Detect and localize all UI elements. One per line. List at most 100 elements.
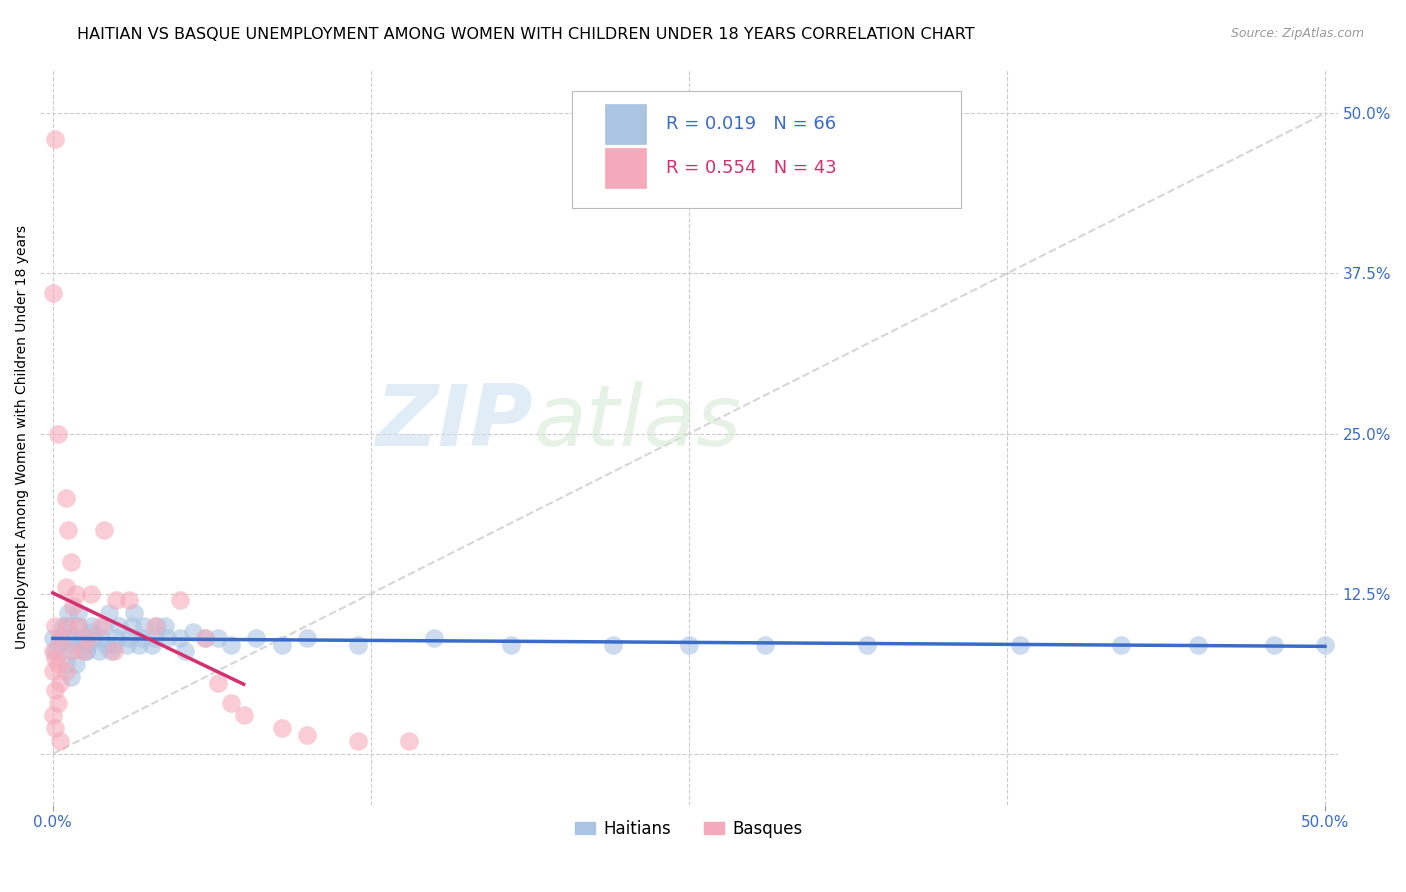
Point: [121, 618, 143, 632]
Point: [423, 632, 446, 646]
Point: [122, 606, 145, 620]
Point: [42, 632, 65, 646]
Point: [59, 644, 82, 658]
Point: [499, 638, 522, 652]
Point: [1187, 638, 1209, 652]
Point: [67, 618, 90, 632]
Point: [44, 650, 66, 665]
Text: Source: ZipAtlas.com: Source: ZipAtlas.com: [1230, 27, 1364, 40]
Point: [44, 682, 66, 697]
Text: ZIP: ZIP: [375, 381, 533, 464]
Point: [44, 132, 66, 146]
Point: [72, 644, 94, 658]
Text: HAITIAN VS BASQUE UNEMPLOYMENT AMONG WOMEN WITH CHILDREN UNDER 18 YEARS CORRELAT: HAITIAN VS BASQUE UNEMPLOYMENT AMONG WOM…: [77, 27, 974, 42]
Point: [143, 632, 166, 646]
FancyBboxPatch shape: [605, 103, 645, 144]
Point: [1313, 638, 1336, 652]
Y-axis label: Unemployment Among Women with Children Under 18 years: Unemployment Among Women with Children U…: [15, 225, 30, 648]
Point: [90, 632, 112, 646]
Point: [44, 618, 66, 632]
Point: [96, 638, 118, 652]
Point: [270, 721, 292, 735]
Point: [67, 618, 90, 632]
Point: [156, 632, 179, 646]
Point: [80, 587, 103, 601]
Point: [1008, 638, 1031, 652]
Point: [83, 632, 105, 646]
Point: [65, 657, 87, 672]
Point: [65, 632, 87, 646]
Point: [49, 676, 72, 690]
Point: [103, 644, 125, 658]
Point: [56, 632, 79, 646]
Point: [59, 644, 82, 658]
Point: [49, 734, 72, 748]
Point: [103, 638, 125, 652]
Point: [143, 618, 166, 632]
FancyBboxPatch shape: [605, 148, 645, 188]
Point: [69, 632, 91, 646]
Point: [42, 285, 65, 300]
Point: [93, 618, 115, 632]
Point: [115, 638, 138, 652]
Point: [153, 618, 176, 632]
Point: [72, 638, 94, 652]
Point: [118, 593, 141, 607]
Point: [194, 632, 217, 646]
Point: [297, 632, 319, 646]
Point: [49, 632, 72, 646]
Text: R = 0.554   N = 43: R = 0.554 N = 43: [665, 159, 837, 177]
FancyBboxPatch shape: [572, 91, 962, 209]
Point: [62, 638, 84, 652]
Point: [347, 734, 370, 748]
Point: [232, 708, 254, 723]
Point: [46, 426, 69, 441]
Point: [56, 618, 79, 632]
Point: [42, 644, 65, 658]
Point: [44, 721, 66, 735]
Point: [55, 618, 77, 632]
Point: [56, 606, 79, 620]
Point: [194, 632, 217, 646]
Point: [55, 657, 77, 672]
Point: [77, 638, 100, 652]
Point: [46, 696, 69, 710]
Point: [55, 664, 77, 678]
Point: [297, 727, 319, 741]
Point: [42, 664, 65, 678]
Point: [59, 555, 82, 569]
Point: [75, 644, 97, 658]
Point: [108, 618, 131, 632]
Point: [90, 618, 112, 632]
Point: [856, 638, 879, 652]
Point: [128, 638, 150, 652]
Point: [59, 670, 82, 684]
Point: [67, 606, 90, 620]
Point: [56, 523, 79, 537]
Point: [245, 632, 267, 646]
Point: [207, 632, 229, 646]
Point: [181, 625, 204, 640]
Point: [44, 644, 66, 658]
Point: [105, 632, 128, 646]
Point: [62, 599, 84, 614]
Point: [1111, 638, 1133, 652]
Point: [1263, 638, 1285, 652]
Point: [219, 696, 242, 710]
Point: [207, 676, 229, 690]
Point: [46, 638, 69, 652]
Point: [169, 632, 191, 646]
Point: [87, 644, 110, 658]
Point: [678, 638, 700, 652]
Point: [93, 523, 115, 537]
Point: [55, 491, 77, 505]
Point: [398, 734, 420, 748]
Point: [141, 638, 163, 652]
Point: [602, 638, 624, 652]
Point: [118, 632, 141, 646]
Point: [131, 632, 153, 646]
Point: [46, 657, 69, 672]
Point: [49, 632, 72, 646]
Point: [100, 644, 122, 658]
Legend: Haitians, Basques: Haitians, Basques: [568, 814, 810, 845]
